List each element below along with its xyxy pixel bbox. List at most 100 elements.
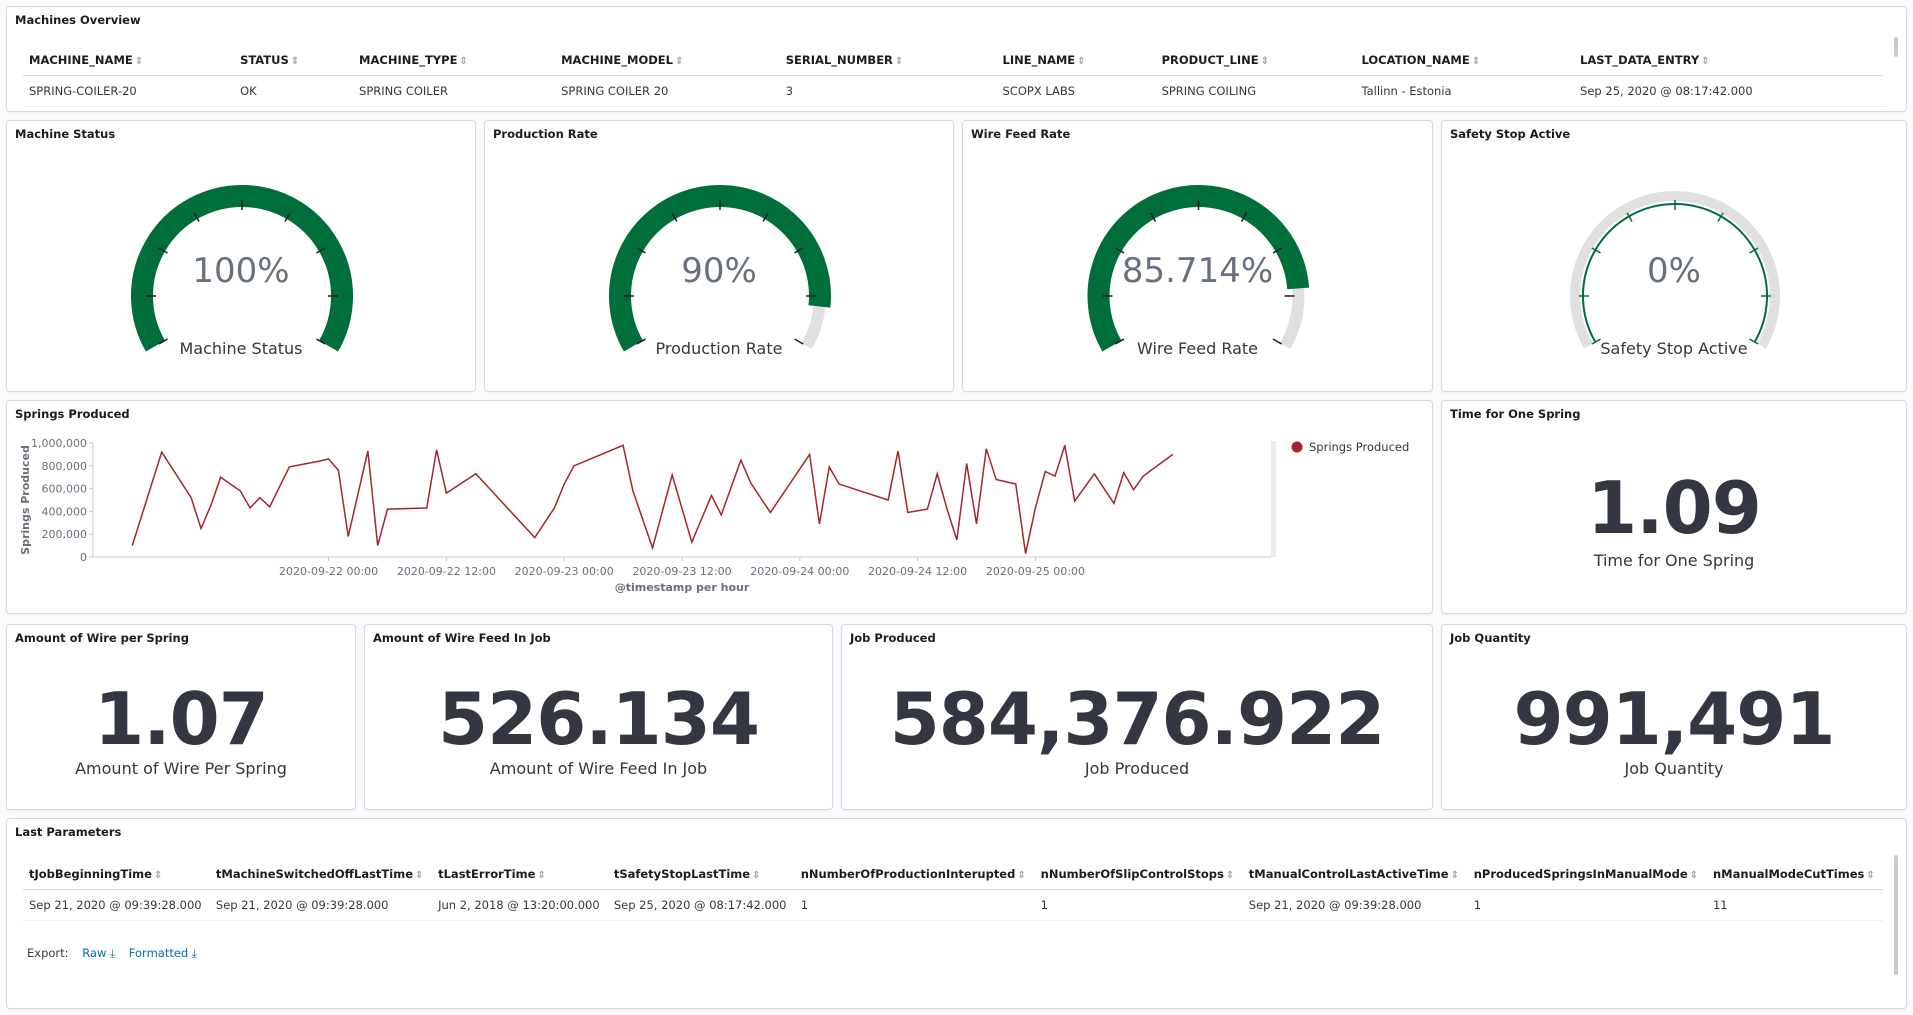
column-header-label: MACHINE_MODEL — [561, 53, 673, 67]
column-header[interactable]: LOCATION_NAME ⇕ — [1355, 45, 1575, 76]
column-header[interactable]: tLastErrorTime ⇕ — [432, 859, 608, 890]
x-tick-label: 2020-09-25 00:00 — [986, 565, 1085, 578]
column-header[interactable]: PRODUCT_LINE ⇕ — [1155, 45, 1356, 76]
sort-icon[interactable]: ⇕ — [153, 870, 163, 881]
y-axis-label: Springs Produced — [19, 445, 32, 555]
table-cell: Sep 21, 2020 @ 09:39:28.000 — [1242, 889, 1468, 921]
gauge-dial — [131, 185, 353, 352]
wire-feed-job-panel: Amount of Wire Feed In Job 526.134 Amoun… — [364, 624, 833, 810]
column-header-label: tLastErrorTime — [438, 867, 536, 881]
sort-icon[interactable]: ⇕ — [1017, 870, 1026, 881]
scrollbar[interactable] — [1894, 855, 1898, 975]
gauge-tick — [193, 212, 200, 222]
column-header-label: MACHINE_TYPE — [359, 53, 458, 67]
column-header[interactable]: tManualControlLastActiveTime ⇕ — [1242, 859, 1468, 890]
sort-icon[interactable]: ⇕ — [134, 56, 144, 67]
sort-icon[interactable]: ⇕ — [1471, 56, 1481, 67]
column-header[interactable]: nProducedSpringsInManualMode ⇕ — [1467, 859, 1707, 890]
sort-icon[interactable]: ⇕ — [415, 870, 424, 881]
column-header[interactable]: MACHINE_TYPE ⇕ — [353, 45, 556, 76]
chart-scroll-handle — [1271, 441, 1276, 557]
legend-marker — [1291, 441, 1303, 453]
column-header-label: MACHINE_NAME — [29, 53, 133, 67]
sort-icon[interactable]: ⇕ — [1701, 56, 1710, 67]
sort-icon[interactable]: ⇕ — [290, 56, 300, 67]
sort-icon[interactable]: ⇕ — [459, 56, 468, 67]
scrollbar[interactable] — [1894, 37, 1898, 57]
gauge-tick — [762, 212, 769, 222]
panel-title: Time for One Spring — [1450, 407, 1581, 421]
legend-label: Springs Produced — [1309, 440, 1409, 454]
gauge-tick — [1149, 212, 1157, 222]
table-cell: Sep 21, 2020 @ 09:39:28.000 — [23, 889, 210, 921]
column-header[interactable]: LAST_DATA_ENTRY ⇕ — [1574, 45, 1883, 76]
column-header[interactable]: tMachineSwitchedOffLastTime ⇕ — [209, 859, 433, 890]
column-header[interactable]: tJobBeginningTime ⇕ — [23, 859, 210, 890]
gauge-tick — [1272, 338, 1283, 345]
gauge-value: 85.714% — [1121, 251, 1274, 291]
sort-icon[interactable]: ⇕ — [537, 870, 546, 881]
gauge-track — [1570, 191, 1780, 349]
table-cell: SPRING COILER — [353, 75, 556, 107]
panel-title: Springs Produced — [15, 407, 130, 421]
panel-title: Safety Stop Active — [1450, 127, 1571, 141]
gauge-tick — [1114, 338, 1125, 345]
metric-value: 1.07 — [94, 677, 269, 761]
panel-title: Machines Overview — [15, 13, 141, 27]
job-produced-panel: Job Produced 584,376.922 Job Produced — [841, 624, 1433, 810]
export-formatted-label: Formatted — [128, 946, 189, 960]
time-one-spring-panel: Time for One Spring 1.09 Time for One Sp… — [1441, 400, 1907, 614]
sort-icon[interactable]: ⇕ — [1866, 870, 1875, 881]
gauge-tick — [284, 212, 291, 222]
export-raw-link[interactable]: Raw ⤓ — [82, 946, 115, 960]
column-header[interactable]: MACHINE_MODEL ⇕ — [555, 45, 780, 76]
gauge-label: Production Rate — [655, 339, 783, 358]
sort-icon[interactable]: ⇕ — [1077, 56, 1086, 67]
gauge-panel: Production Rate 90% Production Rate — [484, 120, 954, 392]
x-tick-label: 2020-09-23 00:00 — [515, 565, 614, 578]
column-header[interactable]: STATUS ⇕ — [234, 45, 354, 76]
column-header[interactable]: MACHINE_NAME ⇕ — [23, 45, 235, 76]
table-cell: 1 — [1034, 889, 1243, 921]
panel-title: Last Parameters — [15, 825, 122, 839]
sort-icon[interactable]: ⇕ — [894, 56, 904, 67]
gauge-value: 100% — [192, 251, 290, 291]
x-tick-label: 2020-09-22 00:00 — [279, 565, 378, 578]
column-header[interactable]: nManualModeCutTimes ⇕ — [1706, 859, 1883, 890]
x-tick-label: 2020-09-22 12:00 — [397, 565, 496, 578]
x-axis-label: @timestamp per hour — [615, 581, 750, 594]
job-quantity-panel: Job Quantity 991,491 Job Quantity — [1441, 624, 1907, 810]
table-cell: SPRING COILER 20 — [555, 75, 780, 107]
column-header[interactable]: nNumberOfProductionInterupted ⇕ — [794, 859, 1035, 890]
metric-label: Job Produced — [1084, 759, 1190, 778]
sort-icon[interactable]: ⇕ — [674, 56, 684, 67]
sort-icon[interactable]: ⇕ — [752, 870, 761, 881]
column-header[interactable]: nNumberOfSlipControlStops ⇕ — [1034, 859, 1243, 890]
springs-produced-panel: Springs Produced 0 200,000 400,000 600,000 8… — [6, 400, 1433, 614]
export-formatted-link[interactable]: Formatted ⤓ — [129, 946, 197, 960]
download-icon: ⤓ — [110, 946, 116, 960]
column-header[interactable]: tSafetyStopLastTime ⇕ — [607, 859, 795, 890]
column-header[interactable]: SERIAL_NUMBER ⇕ — [779, 45, 997, 76]
sort-icon[interactable]: ⇕ — [1225, 870, 1235, 881]
metric-label: Job Quantity — [1624, 759, 1724, 778]
metric-value: 526.134 — [438, 677, 760, 761]
gauge-tick — [1272, 247, 1283, 254]
sort-icon[interactable]: ⇕ — [1260, 56, 1270, 67]
gauge-tick — [794, 338, 804, 345]
table-row: Sep 21, 2020 @ 09:39:28.000 Sep 21, 2020 … — [23, 889, 1883, 921]
gauge-tick — [1717, 212, 1724, 222]
column-header-label: tMachineSwitchedOffLastTime — [215, 867, 413, 881]
metric-value: 991,491 — [1513, 677, 1836, 761]
panel-title: Machine Status — [15, 127, 116, 141]
table-cell: Sep 21, 2020 @ 09:39:28.000 — [209, 889, 433, 921]
gauge-tick — [636, 338, 646, 345]
y-tick-label: 600,000 — [42, 483, 88, 496]
series-line-springs-produced — [131, 444, 1174, 554]
column-header[interactable]: LINE_NAME ⇕ — [996, 45, 1156, 76]
sort-icon[interactable]: ⇕ — [1689, 870, 1699, 881]
machines-overview-panel: Machines Overview MACHINE_NAME ⇕ STATUS ⇕ MA… — [6, 6, 1907, 112]
table-cell: Jun 2, 2018 @ 13:20:00.000 — [432, 889, 608, 921]
sort-icon[interactable]: ⇕ — [1450, 870, 1459, 881]
table-cell: Sep 25, 2020 @ 08:17:42.000 — [1574, 75, 1883, 107]
